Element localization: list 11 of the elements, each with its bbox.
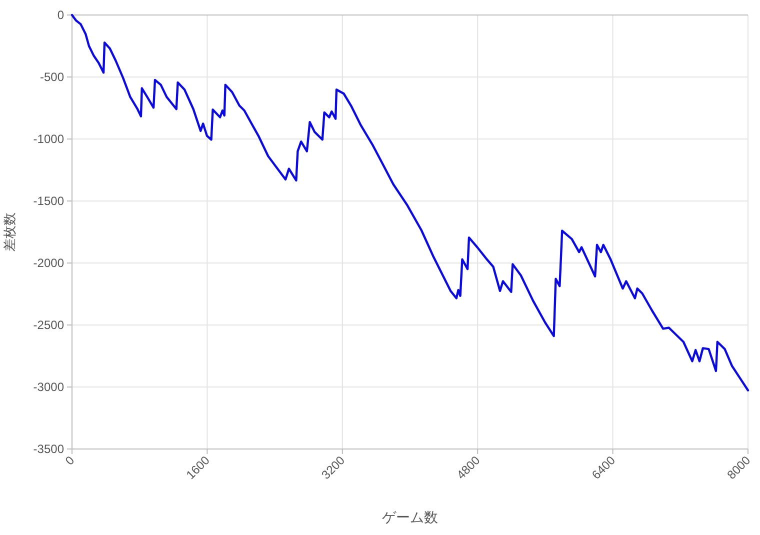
y-axis-title: 差枚数 [2,212,17,252]
x-axis-title: ゲーム数 [382,509,438,525]
y-tick-label: -2000 [33,256,64,270]
y-tick-label: -1500 [33,194,64,208]
y-tick-label: -1000 [33,132,64,146]
y-tick-label: -3500 [33,442,64,456]
y-tick-label: -2500 [33,318,64,332]
y-tick-label: 0 [57,8,64,22]
x-tick-label: 0 [62,453,78,468]
y-tick-label: -3000 [33,380,64,394]
y-tick-label: -500 [40,70,64,84]
